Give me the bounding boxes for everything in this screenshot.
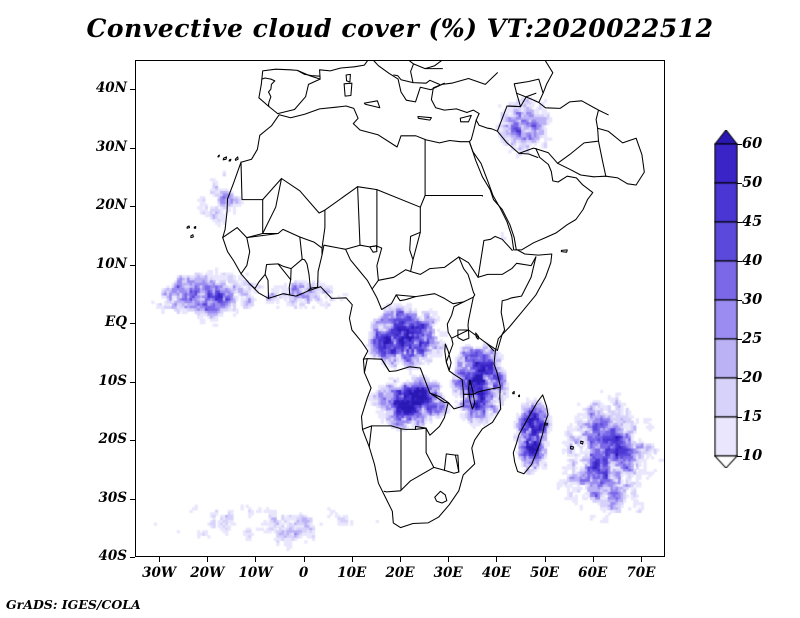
y-tick bbox=[130, 323, 135, 325]
x-tick bbox=[640, 557, 642, 562]
y-tick bbox=[130, 381, 135, 383]
x-axis-label: 60E bbox=[578, 565, 608, 581]
y-tick bbox=[130, 498, 135, 500]
y-tick bbox=[130, 89, 135, 91]
y-axis-label: 30N bbox=[95, 138, 127, 155]
x-tick bbox=[448, 557, 450, 562]
credit-text: GrADS: IGES/COLA bbox=[6, 597, 141, 612]
convective-cloud-field bbox=[136, 61, 664, 556]
x-tick bbox=[544, 557, 546, 562]
y-axis-label: 10N bbox=[95, 255, 127, 272]
colorbar-tick-label: 10 bbox=[742, 447, 763, 464]
colorbar-tick-label: 15 bbox=[742, 408, 763, 425]
colorbar-tick bbox=[737, 144, 742, 145]
y-axis-label: 20S bbox=[98, 431, 127, 448]
y-tick bbox=[130, 440, 135, 442]
x-tick bbox=[207, 557, 209, 562]
x-axis-label: 0 bbox=[298, 565, 309, 581]
y-axis-label: EQ bbox=[104, 314, 127, 331]
x-axis-label: 10E bbox=[337, 565, 367, 581]
colorbar-tick-label: 30 bbox=[742, 291, 763, 308]
x-tick bbox=[303, 557, 305, 562]
x-tick bbox=[255, 557, 257, 562]
y-axis-label: 40S bbox=[98, 548, 127, 564]
chart-title: Convective cloud cover (%) VT:2020022512 bbox=[86, 14, 714, 43]
colorbar-tick bbox=[737, 339, 742, 340]
colorbar-tick-label: 50 bbox=[742, 174, 763, 191]
y-axis-label: 30S bbox=[98, 489, 127, 506]
colorbar-tick-label: 40 bbox=[742, 252, 763, 269]
y-tick bbox=[130, 557, 135, 558]
x-tick bbox=[351, 557, 353, 562]
colorbar-tick-label: 25 bbox=[742, 330, 763, 347]
x-axis-label: 20E bbox=[385, 565, 415, 581]
colorbar-tick-label: 20 bbox=[742, 369, 763, 386]
colorbar-tick bbox=[737, 222, 742, 223]
x-tick bbox=[496, 557, 498, 562]
y-axis-label: 40N bbox=[95, 80, 127, 97]
colorbar-tick bbox=[737, 300, 742, 301]
map-plot-area[interactable] bbox=[135, 60, 665, 557]
x-axis-label: 40E bbox=[481, 565, 511, 581]
y-axis-label: 10S bbox=[98, 372, 127, 389]
y-tick bbox=[130, 206, 135, 208]
y-axis-label: 20N bbox=[95, 197, 127, 214]
colorbar-tick bbox=[737, 183, 742, 184]
colorbar-tick-label: 60 bbox=[742, 135, 763, 152]
x-axis-label: 30E bbox=[433, 565, 463, 581]
colorbar-tick bbox=[737, 261, 742, 262]
colorbar-tick bbox=[737, 417, 742, 418]
colorbar[interactable] bbox=[714, 130, 738, 468]
x-axis-label: 70E bbox=[626, 565, 656, 581]
x-axis-label: 20W bbox=[190, 565, 225, 581]
x-axis-label: 50E bbox=[529, 565, 560, 581]
x-tick bbox=[592, 557, 594, 562]
x-axis-label: 30W bbox=[142, 565, 177, 581]
x-axis-label: 10W bbox=[238, 565, 273, 581]
colorbar-swatches bbox=[714, 130, 738, 468]
x-tick bbox=[159, 557, 161, 562]
y-tick bbox=[130, 147, 135, 149]
y-tick bbox=[130, 264, 135, 266]
colorbar-tick bbox=[737, 456, 742, 457]
x-tick bbox=[400, 557, 401, 562]
colorbar-tick bbox=[737, 378, 742, 379]
coastline-overlay bbox=[186, 61, 645, 529]
colorbar-tick-label: 45 bbox=[742, 213, 763, 230]
